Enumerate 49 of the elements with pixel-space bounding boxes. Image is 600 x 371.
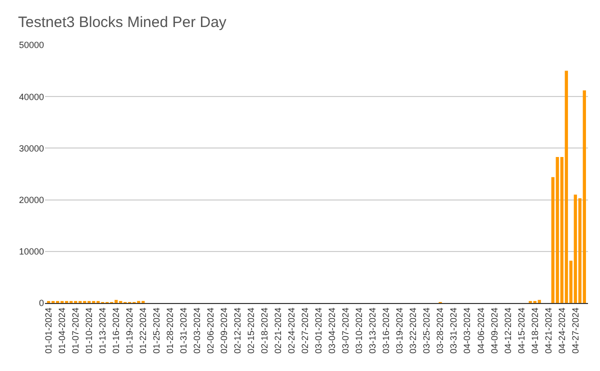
x-tick-label: 02-12-2024 — [232, 308, 243, 354]
x-tick-label: 02-21-2024 — [273, 308, 284, 354]
x-tick-label: 02-15-2024 — [246, 308, 256, 354]
x-tick-label: 01-31-2024 — [178, 308, 189, 354]
x-tick-label: 04-24-2024 — [556, 308, 567, 354]
y-tick-label: 30000 — [18, 143, 44, 154]
x-tick-label: 04-03-2024 — [462, 308, 472, 354]
x-tick-label: 01-10-2024 — [84, 308, 94, 354]
x-tick-label: 03-13-2024 — [368, 308, 378, 354]
x-tick-label: 03-01-2024 — [314, 308, 324, 354]
x-tick-label: 04-09-2024 — [489, 308, 500, 354]
x-tick-label: 01-28-2024 — [165, 308, 176, 354]
x-tick-label: 03-10-2024 — [354, 308, 364, 354]
x-tick-label: 04-21-2024 — [543, 308, 554, 354]
x-tick-label: 03-07-2024 — [340, 308, 351, 354]
x-tick-label: 02-27-2024 — [300, 308, 310, 354]
x-tick-label: 03-28-2024 — [435, 308, 446, 354]
y-tick-label: 20000 — [18, 194, 44, 205]
x-tick-label: 03-16-2024 — [381, 308, 392, 354]
x-tick-label: 01-16-2024 — [111, 308, 122, 354]
x-tick-label: 01-22-2024 — [138, 308, 148, 354]
x-tick-label: 03-19-2024 — [394, 308, 405, 354]
x-tick-label: 01-25-2024 — [152, 308, 162, 354]
x-tick-label: 01-19-2024 — [124, 308, 135, 354]
x-tick-label: 03-25-2024 — [422, 308, 432, 354]
x-tick-label: 04-06-2024 — [476, 308, 486, 354]
y-tick-label: 0 — [38, 298, 44, 308]
x-tick-label: 04-12-2024 — [502, 308, 513, 354]
x-tick-label: 04-27-2024 — [570, 308, 580, 354]
x-tick-label: 04-15-2024 — [516, 308, 526, 354]
x-tick-label: 02-03-2024 — [192, 308, 202, 354]
x-tick-label: 03-22-2024 — [408, 308, 418, 354]
x-tick-label: 01-13-2024 — [98, 308, 108, 354]
x-tick-label: 03-31-2024 — [448, 308, 459, 354]
x-tick-label: 01-07-2024 — [70, 308, 81, 354]
chart-title: Testnet3 Blocks Mined Per Day — [18, 14, 227, 32]
y-tick-label: 40000 — [18, 92, 44, 102]
x-tick-label: 02-06-2024 — [206, 308, 216, 354]
x-tick-label: 01-04-2024 — [57, 308, 68, 354]
x-tick-label: 01-01-2024 — [44, 308, 54, 354]
x-tick-label: 03-04-2024 — [327, 308, 338, 354]
x-tick-label: 04-18-2024 — [530, 308, 540, 354]
y-tick-label: 50000 — [18, 40, 44, 50]
x-tick-label: 02-24-2024 — [286, 308, 297, 354]
y-tick-label: 10000 — [18, 246, 44, 257]
bar — [538, 300, 541, 303]
x-tick-label: 02-09-2024 — [219, 308, 230, 354]
x-tick-label: 02-18-2024 — [260, 308, 270, 354]
bar — [582, 90, 586, 303]
